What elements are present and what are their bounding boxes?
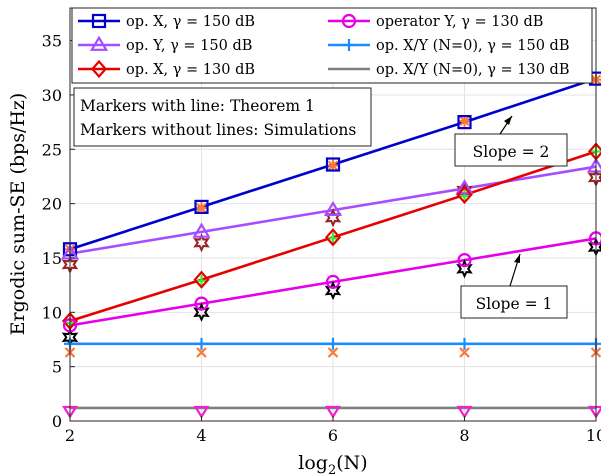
series-marker-4-2 bbox=[327, 337, 339, 350]
sim-marker-5-3 bbox=[456, 405, 473, 419]
sim-marker-3-1 bbox=[193, 302, 210, 322]
sim-marker-1-1 bbox=[193, 233, 210, 253]
y-tick-label-15: 15 bbox=[42, 249, 62, 268]
x-tick-label-4: 4 bbox=[196, 426, 206, 445]
series-marker-3-3 bbox=[457, 253, 472, 268]
sim-marker-4-2 bbox=[327, 347, 339, 358]
y-axis-label: Ergodic sum-SE (bps/Hz) bbox=[7, 93, 29, 336]
y-tick-label-0: 0 bbox=[52, 412, 62, 431]
sim-marker-5-1 bbox=[193, 405, 210, 419]
legend-entry-5: op. X/Y (N=0), γ = 130 dB bbox=[328, 62, 569, 78]
x-axis-label-sub: 2 bbox=[328, 463, 336, 474]
y-tick-label-10: 10 bbox=[42, 303, 62, 322]
series-marker-1-3 bbox=[455, 179, 474, 195]
legend-entry-1: op. Y, γ = 150 dB bbox=[78, 35, 252, 54]
legend-label-5: op. X/Y (N=0), γ = 130 dB bbox=[376, 62, 569, 78]
x-tick-label-10: 10 bbox=[586, 426, 601, 445]
x-tick-label-2: 2 bbox=[65, 426, 75, 445]
series-marker-1-2 bbox=[323, 200, 343, 217]
sim-marker-3-3 bbox=[456, 259, 473, 279]
series-marker-0-3 bbox=[457, 115, 472, 130]
series-marker-2-3 bbox=[456, 185, 473, 205]
legend-entry-2: op. X, γ = 130 dB bbox=[78, 59, 255, 79]
sim-marker-5-2 bbox=[325, 405, 341, 419]
annotation-slope-1: Slope = 1 bbox=[460, 253, 568, 319]
notes-box: Markers with line: Theorem 1 Markers wit… bbox=[73, 87, 372, 147]
legend-label-3: operator Y, γ = 130 dB bbox=[376, 14, 543, 30]
legend-marker-3 bbox=[341, 13, 357, 29]
sim-marker-4-3 bbox=[459, 347, 470, 358]
legend-marker-1 bbox=[89, 35, 109, 51]
sim-marker-2-1 bbox=[195, 274, 208, 287]
x-axis-label-log: log bbox=[298, 452, 328, 474]
series-marker-0-1 bbox=[194, 199, 209, 214]
axis-ticks: 2 4 6 8 10 0 5 10 15 20 25 30 35 bbox=[42, 32, 601, 445]
annotation-slope-1-text: Slope = 1 bbox=[476, 295, 553, 313]
sim-marker-2-3 bbox=[458, 190, 471, 203]
y-tick-label-20: 20 bbox=[42, 195, 62, 214]
series-marker-0-2 bbox=[325, 157, 341, 172]
annotation-slope-2-text: Slope = 2 bbox=[473, 143, 550, 161]
x-tick-label-6: 6 bbox=[328, 426, 338, 445]
y-tick-label-35: 35 bbox=[42, 32, 62, 51]
notes-line-1: Markers with line: Theorem 1 bbox=[80, 97, 315, 115]
legend-label-4: op. X/Y (N=0), γ = 150 dB bbox=[376, 38, 569, 54]
series-marker-2-1 bbox=[193, 270, 210, 289]
series-marker-2-2 bbox=[324, 228, 342, 247]
sim-marker-4-1 bbox=[196, 347, 207, 358]
y-tick-label-30: 30 bbox=[42, 86, 62, 105]
y-tick-label-25: 25 bbox=[42, 140, 62, 159]
legend-entry-4: op. X/Y (N=0), γ = 150 dB bbox=[328, 38, 569, 54]
sim-marker-3-2 bbox=[324, 281, 342, 301]
legend-marker-0 bbox=[91, 13, 107, 29]
legend-entry-0: op. X, γ = 150 dB bbox=[78, 13, 255, 30]
annotation-slope-2: Slope = 2 bbox=[454, 115, 568, 167]
legend-marker-4 bbox=[343, 39, 355, 51]
theorem-markers bbox=[60, 71, 601, 350]
y-tick-label-5: 5 bbox=[52, 358, 62, 377]
series-marker-4-1 bbox=[195, 337, 208, 350]
x-tick-label-8: 8 bbox=[459, 426, 469, 445]
legend-entry-3: operator Y, γ = 130 dB bbox=[328, 13, 543, 30]
sim-marker-2-2 bbox=[327, 232, 339, 245]
legend-label-1: op. Y, γ = 150 dB bbox=[126, 38, 252, 54]
notes-line-2: Markers without lines: Simulations bbox=[80, 121, 356, 139]
x-axis-label-arg: (N) bbox=[336, 452, 367, 474]
series-marker-4-3 bbox=[458, 337, 471, 350]
legend-label-2: op. X, γ = 130 dB bbox=[126, 62, 255, 78]
legend: op. X, γ = 150 dB operator Y, γ = 130 dB o… bbox=[71, 7, 593, 84]
series-marker-1-1 bbox=[192, 222, 211, 238]
legend-marker-2 bbox=[90, 59, 108, 79]
sim-marker-0-3 bbox=[458, 115, 471, 128]
series-marker-3-1 bbox=[194, 296, 209, 311]
x-axis-label: log2(N) bbox=[298, 452, 367, 474]
legend-label-0: op. X, γ = 150 dB bbox=[126, 14, 255, 30]
series-marker-3-2 bbox=[325, 274, 341, 289]
